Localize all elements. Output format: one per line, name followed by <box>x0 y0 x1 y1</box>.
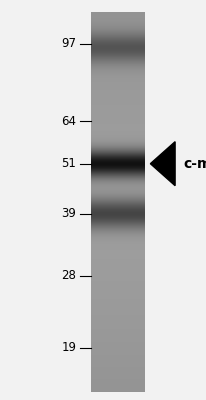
Text: 51: 51 <box>61 157 76 170</box>
Text: 28: 28 <box>61 269 76 282</box>
Polygon shape <box>150 142 175 186</box>
Text: c-myc: c-myc <box>183 157 206 171</box>
Text: 64: 64 <box>61 115 76 128</box>
Text: 97: 97 <box>61 37 76 50</box>
Text: 19: 19 <box>61 341 76 354</box>
Text: 39: 39 <box>61 207 76 220</box>
